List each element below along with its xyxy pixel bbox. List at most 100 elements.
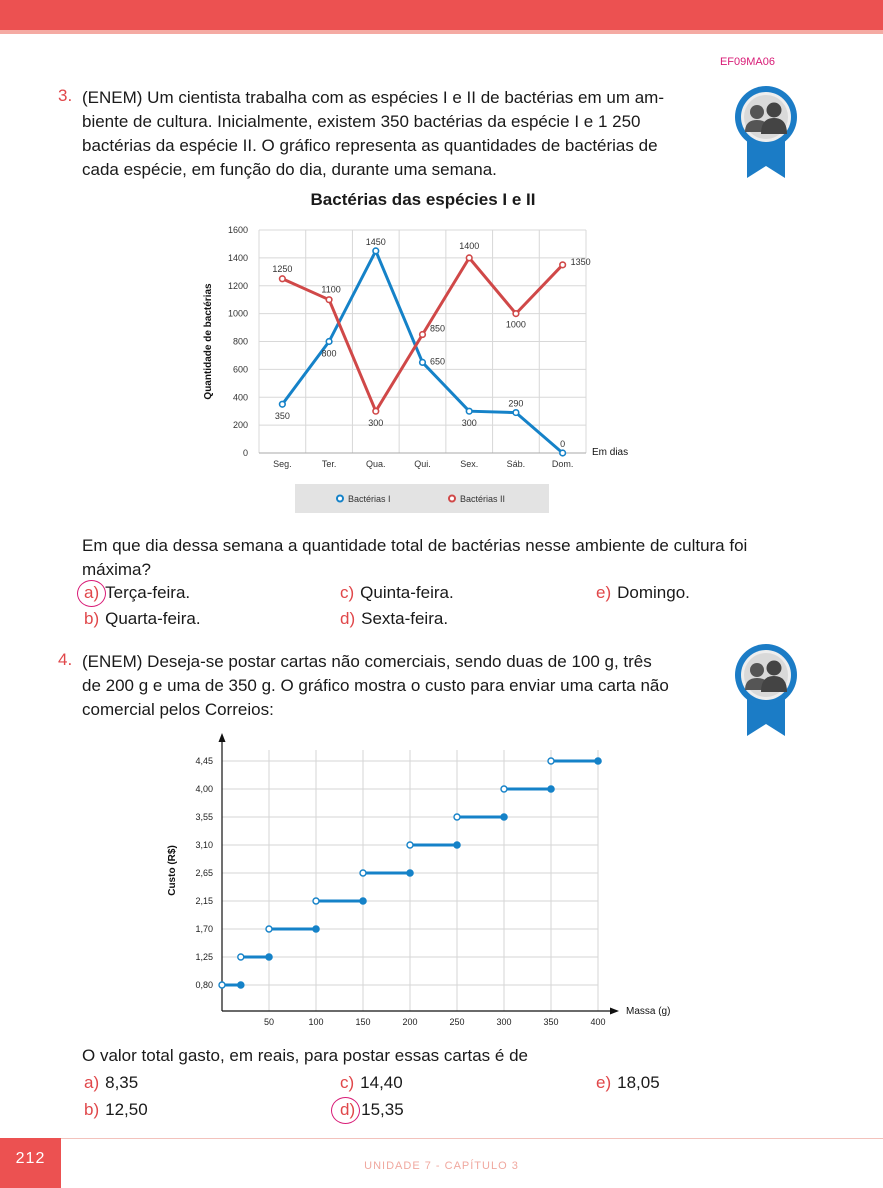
chart-1-y-axis-label: Quantidade de bactérias [203, 283, 214, 400]
chart-1-data-label: 290 [508, 399, 523, 409]
chart-1-y-tick-label: 400 [233, 392, 248, 402]
q3-option-e[interactable]: e) Domingo. [596, 583, 690, 602]
header-band-stripe [0, 30, 883, 34]
chart-1-y-tick-label: 1600 [228, 225, 248, 235]
chart-1-data-label: 650 [430, 356, 445, 366]
chart-2-closed-point [500, 813, 508, 821]
q3-option-d[interactable]: d) Sexta-feira. [340, 609, 449, 628]
chart-2-x-tick-label: 300 [496, 1017, 511, 1027]
chart-1-point [512, 310, 520, 318]
chart-1-y-tick-label: 200 [233, 420, 248, 430]
question-3-line-4: cada espécie, em função do dia, durante … [82, 160, 497, 179]
chart-2-x-tick-label: 200 [402, 1017, 417, 1027]
chart-2-open-point [500, 785, 508, 793]
chart-1-x-axis-label: Em dias [592, 447, 628, 458]
question-3-number: 3. [58, 86, 73, 105]
chart-1-point [278, 400, 286, 408]
chart-2-closed-point [265, 953, 273, 961]
chart-1-data-label: 1400 [459, 241, 479, 251]
chart-2-x-axis-label: Massa (g) [626, 1006, 670, 1017]
q3-option-c[interactable]: c) Quinta-feira. [340, 583, 454, 602]
chart-1-y-tick-label: 600 [233, 364, 248, 374]
chart-2-closed-point [547, 785, 555, 793]
chart-2-closed-point [406, 869, 414, 877]
chart-1-legend-label: Bactérias I [348, 494, 391, 504]
chart-2-open-point [312, 897, 320, 905]
chart-2-x-tick-label: 350 [543, 1017, 558, 1027]
chart-1-x-tick-label: Seg. [273, 459, 292, 469]
chart-1-point [465, 407, 473, 415]
chart-2-y-tick-label: 4,00 [195, 784, 213, 794]
question-4-number: 4. [58, 650, 73, 669]
chart-1-y-tick-label: 800 [233, 337, 248, 347]
chart-1-title: Bactérias das espécies I e II [310, 190, 536, 209]
chart-1-point [559, 449, 567, 457]
group-activity-icon [735, 644, 797, 736]
chart-2-open-point [547, 757, 555, 765]
chart-1-point [559, 261, 567, 269]
chart-1-point [465, 254, 473, 262]
chart-1-point [278, 275, 286, 283]
chart-2-y-tick-label: 1,25 [195, 952, 213, 962]
question-4-prompt: O valor total gasto, em reais, para post… [82, 1046, 528, 1065]
chart-1-point [325, 296, 333, 304]
question-4-line-3: comercial pelos Correios: [82, 700, 274, 719]
chart-1-x-tick-label: Qua. [366, 459, 386, 469]
chart-1-y-tick-label: 1400 [228, 253, 248, 263]
chart-2-x-arrow [610, 1007, 619, 1015]
question-3-line-3: bactérias da espécie II. O gráfico repre… [82, 136, 658, 155]
q3-answer-circle [77, 580, 106, 607]
q4-option-a[interactable]: a) 8,35 [84, 1073, 139, 1092]
question-4-line-2: de 200 g e uma de 350 g. O gráfico mostr… [82, 676, 669, 695]
chart-2-y-tick-label: 3,10 [195, 840, 213, 850]
question-3-line-2: biente de cultura. Inicialmente, existem… [82, 112, 641, 131]
chart-1-data-label: 850 [430, 324, 445, 334]
chart-2-x-tick-label: 250 [449, 1017, 464, 1027]
q4-option-b[interactable]: b) 12,50 [84, 1100, 148, 1119]
chart-2-open-point [218, 981, 226, 989]
chart-2-y-tick-label: 0,80 [195, 980, 213, 990]
chart-1-legend-marker [448, 494, 456, 503]
question-3-line-1: (ENEM) Um cientista trabalha com as espé… [82, 88, 664, 107]
chart-2-x-tick-label: 100 [308, 1017, 323, 1027]
chart-2-x-tick-label: 150 [355, 1017, 370, 1027]
chart-2-closed-point [237, 981, 245, 989]
question-3-prompt-line-2: máxima? [82, 560, 151, 579]
chart-1-data-label: 300 [462, 418, 477, 428]
chart-1-data-label: 1250 [272, 264, 292, 274]
chart-2-open-point [237, 953, 245, 961]
question-3-prompt-line-1: Em que dia dessa semana a quantidade tot… [82, 536, 748, 555]
chart-1-y-tick-label: 1000 [228, 309, 248, 319]
chart-1-data-label: 1450 [366, 237, 386, 247]
group-activity-icon [735, 86, 797, 178]
chart-1-x-tick-label: Dom. [552, 459, 574, 469]
chart-1-y-tick-label: 0 [243, 448, 248, 458]
chart-1-data-label: 300 [368, 418, 383, 428]
chart-1-data-label: 1350 [571, 257, 591, 267]
chart-2-open-point [406, 841, 414, 849]
postage-step-chart: 50 100 150 200 250 300 350 400 0,80 1,25 1,70 2,15 2… [167, 733, 670, 1027]
chart-2-closed-point [312, 925, 320, 933]
chart-1-data-label: 1100 [321, 285, 340, 295]
chart-1-x-tick-label: Qui. [414, 459, 431, 469]
chart-2-open-point [265, 925, 273, 933]
chart-1-data-label: 0 [560, 439, 565, 449]
chart-2-y-arrow [218, 733, 226, 742]
chart-1-y-tick-label: 1200 [228, 281, 248, 291]
chart-2-closed-point [359, 897, 367, 905]
q4-option-e[interactable]: e) 18,05 [596, 1073, 660, 1092]
chart-2-closed-point [594, 757, 602, 765]
chart-2-open-point [359, 869, 367, 877]
chart-1-point [418, 358, 427, 367]
header-band [0, 0, 883, 30]
chart-2-x-tick-label: 50 [264, 1017, 274, 1027]
q3-option-b[interactable]: b) Quarta-feira. [84, 609, 201, 628]
page-number: 212 [15, 1150, 46, 1167]
q4-option-c[interactable]: c) 14,40 [340, 1073, 403, 1092]
chart-1-point [372, 247, 380, 255]
chart-1-point [372, 407, 380, 415]
chart-2-y-tick-label: 1,70 [195, 924, 213, 934]
chart-1-data-label: 1000 [506, 320, 526, 330]
footer-rule [61, 1138, 883, 1139]
footer-chapter: UNIDADE 7 - CAPÍTULO 3 [364, 1160, 519, 1172]
